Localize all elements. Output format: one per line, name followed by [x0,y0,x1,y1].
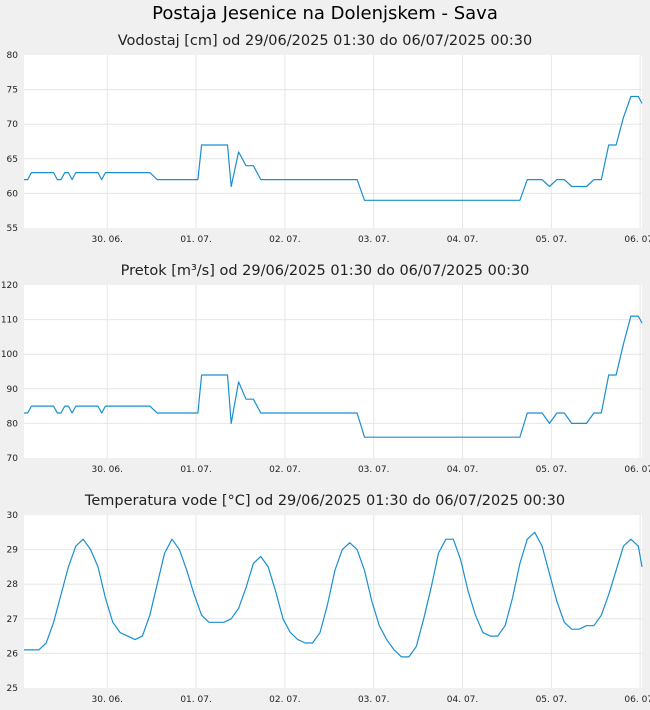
y-tick-label: 65 [7,155,18,165]
y-tick-label: 90 [7,385,19,395]
y-tick-label: 75 [7,86,18,96]
y-tick-label: 60 [7,189,19,199]
chart-2: Pretok [m³/s] od 29/06/2025 01:30 do 06/… [1,263,650,475]
x-tick-label: 06. 07. [624,235,650,245]
x-tick-label: 02. 07. [269,695,301,705]
y-tick-label: 70 [7,454,19,464]
y-tick-label: 55 [7,224,18,234]
x-tick-label: 04. 07. [447,695,479,705]
y-tick-label: 80 [7,419,19,429]
page-title: Postaja Jesenice na Dolenjskem - Sava [152,3,498,24]
y-tick-label: 70 [7,120,19,130]
y-tick-label: 30 [7,511,19,521]
plot-area [24,515,642,688]
x-tick-label: 03. 07. [358,235,390,245]
chart-title: Pretok [m³/s] od 29/06/2025 01:30 do 06/… [121,263,530,279]
x-tick-label: 30. 06. [92,695,124,705]
plot-area [24,285,642,458]
y-tick-label: 80 [7,51,19,61]
x-tick-label: 02. 07. [269,235,301,245]
series-line [24,95,643,201]
x-tick-label: 01. 07. [180,465,212,475]
chart-1: Vodostaj [cm] od 29/06/2025 01:30 do 06/… [7,33,650,245]
x-tick-label: 06. 07. [624,465,650,475]
y-tick-label: 100 [1,350,18,360]
series-line [24,531,643,658]
y-tick-label: 120 [1,281,18,291]
chart-title: Vodostaj [cm] od 29/06/2025 01:30 do 06/… [118,33,532,49]
x-tick-label: 30. 06. [92,235,124,245]
x-tick-label: 03. 07. [358,465,390,475]
y-tick-label: 28 [7,580,19,590]
x-tick-label: 06. 07. [624,695,650,705]
plot-area [24,55,642,228]
y-tick-label: 27 [7,615,18,625]
chart-3: Temperatura vode [°C] od 29/06/2025 01:3… [7,493,650,705]
series-line [24,315,643,438]
y-tick-label: 110 [1,316,18,326]
x-tick-label: 01. 07. [180,695,212,705]
x-tick-label: 04. 07. [447,465,479,475]
x-tick-label: 03. 07. [358,695,390,705]
x-tick-label: 30. 06. [92,465,124,475]
y-tick-label: 26 [7,649,19,659]
x-tick-label: 05. 07. [536,695,568,705]
y-tick-label: 25 [7,684,18,694]
x-tick-label: 04. 07. [447,235,479,245]
chart-title: Temperatura vode [°C] od 29/06/2025 01:3… [84,493,565,509]
x-tick-label: 05. 07. [536,235,568,245]
y-tick-label: 29 [7,546,19,556]
x-tick-label: 05. 07. [536,465,568,475]
x-tick-label: 01. 07. [180,235,212,245]
x-tick-label: 02. 07. [269,465,301,475]
